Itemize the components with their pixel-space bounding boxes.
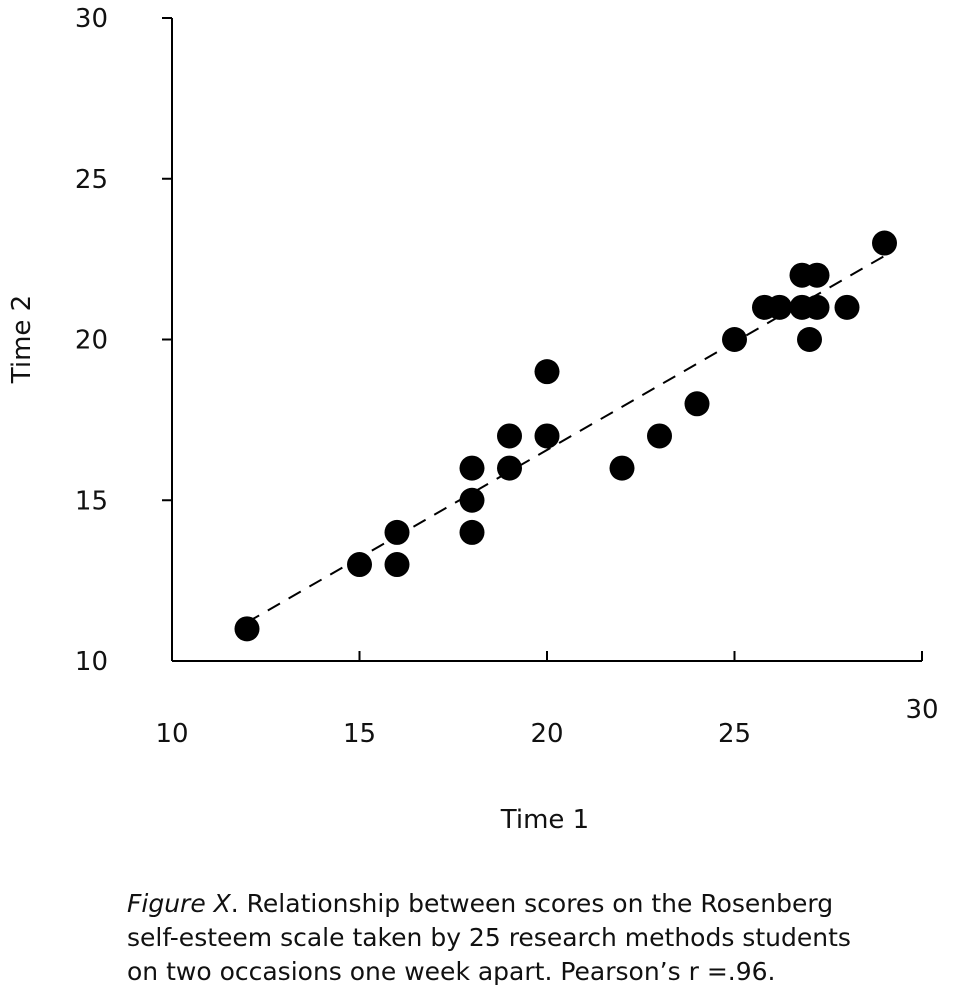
data-point [497, 423, 522, 449]
figure-caption-line-1: Figure X. Relationship between scores on… [127, 889, 833, 918]
data-point [234, 616, 260, 642]
data-point [534, 359, 560, 385]
x-tick-label: 20 [530, 719, 563, 749]
x-tick-label: 25 [718, 719, 751, 749]
y-tick-label: 30 [75, 4, 108, 34]
y-tick-label: 20 [75, 326, 108, 356]
data-point [722, 327, 747, 352]
caption-label: Figure X [127, 889, 232, 918]
data-point [459, 519, 485, 545]
y-tick-label: 10 [75, 647, 108, 677]
data-point [804, 262, 830, 288]
data-point [384, 552, 410, 578]
x-axis-label: Time 1 [500, 805, 589, 835]
data-point [834, 294, 860, 320]
x-tick-label: 30 [905, 695, 938, 725]
data-points [234, 230, 897, 642]
data-point [384, 519, 410, 545]
y-tick-label: 15 [75, 486, 108, 516]
data-point [497, 455, 522, 481]
data-point [797, 327, 822, 352]
data-point [347, 552, 372, 578]
data-point [459, 455, 485, 481]
data-point [609, 455, 635, 481]
tick-labels: 10 15 20 25 30 10 15 20 25 30 [75, 4, 939, 749]
caption-text-1: . Relationship between scores on the Ros… [231, 889, 833, 918]
y-tick-label: 25 [75, 165, 108, 195]
figure-caption-line-2: self-esteem scale taken by 25 research m… [127, 923, 851, 952]
y-axis-label: Time 2 [7, 295, 37, 384]
figure-caption-line-3: on two occasions one week apart. Pearson… [127, 957, 775, 986]
data-point [534, 423, 560, 449]
data-point [767, 294, 792, 320]
x-tick-label: 10 [155, 719, 188, 749]
axes [162, 17, 923, 662]
data-point [872, 230, 897, 256]
x-tick-label: 15 [343, 719, 376, 749]
data-point [647, 423, 672, 449]
data-point [684, 391, 710, 417]
data-point [459, 487, 485, 513]
data-point [804, 294, 830, 320]
